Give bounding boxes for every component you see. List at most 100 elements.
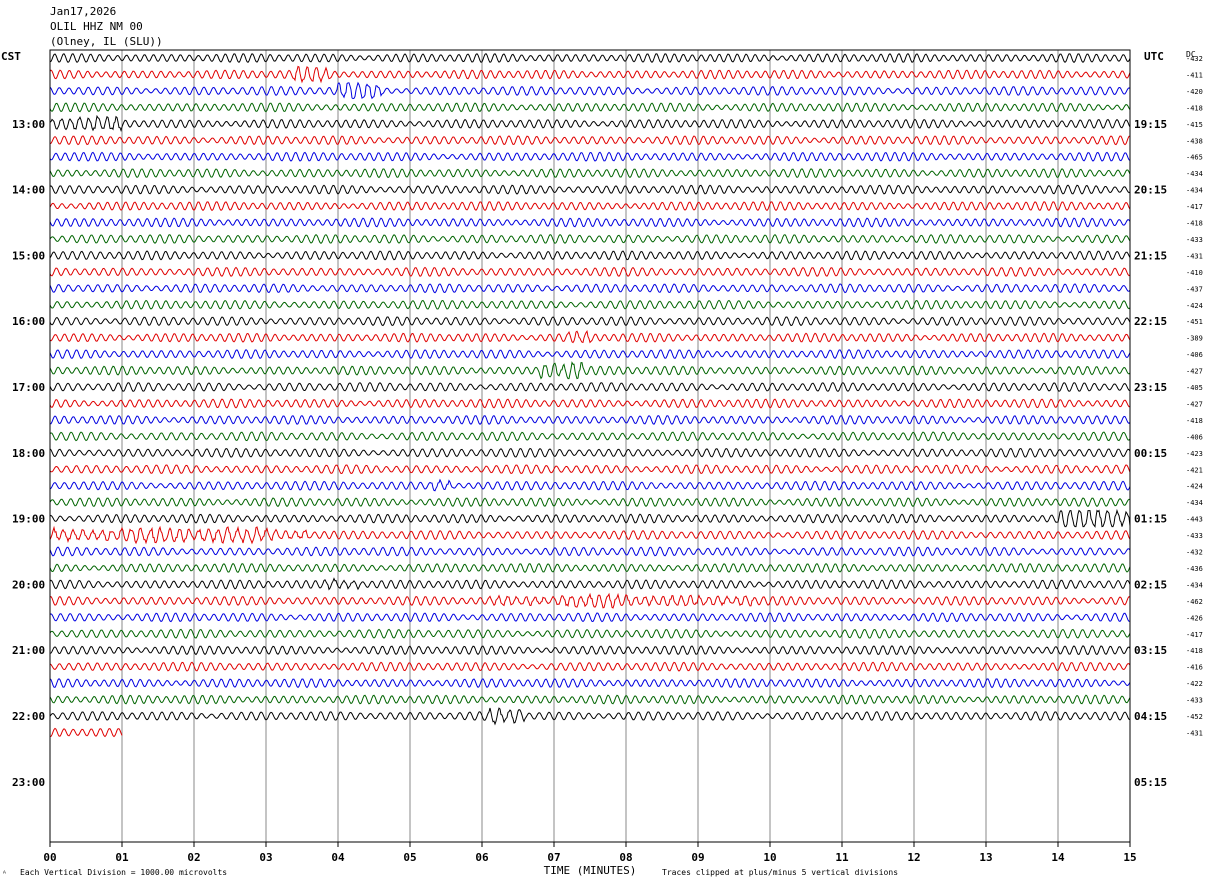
cst-hour-label: 22:00 (12, 710, 45, 723)
seismic-trace (49, 497, 1131, 508)
utc-hour-label: 19:15 (1134, 118, 1167, 131)
utc-hour-label: 03:15 (1134, 644, 1167, 657)
dc-offset-value: -427 (1186, 400, 1203, 408)
dc-offset-header: DC (1186, 50, 1196, 59)
seismic-trace (49, 628, 1131, 639)
x-tick-label: 10 (763, 851, 776, 864)
cst-hour-label: 15:00 (12, 249, 45, 262)
seismic-trace (49, 250, 1131, 261)
dc-offset-value: -451 (1186, 318, 1203, 326)
dc-offset-value: -389 (1186, 335, 1203, 343)
record-date: Jan17,2026 (50, 5, 117, 18)
clip-note: Traces clipped at plus/minus 5 vertical … (662, 868, 899, 877)
utc-hour-label: 00:15 (1134, 447, 1167, 460)
cst-hour-label: 16:00 (12, 315, 45, 328)
seismic-trace (49, 361, 1131, 380)
x-tick-label: 05 (403, 851, 416, 864)
seismic-trace (49, 151, 1131, 162)
utc-hour-label: 20:15 (1134, 184, 1167, 197)
seismic-trace (49, 381, 1131, 393)
x-tick-label: 00 (43, 851, 56, 864)
cst-hour-label: 17:00 (12, 381, 45, 394)
seismic-trace (49, 266, 1131, 277)
plot-frame (49, 49, 1131, 843)
dc-offset-value: -411 (1186, 71, 1203, 79)
dc-offset-value: -434 (1186, 170, 1203, 178)
cst-hour-label: 14:00 (12, 184, 45, 197)
x-tick-label: 03 (259, 851, 272, 864)
utc-hour-label: 02:15 (1134, 578, 1167, 591)
dc-offset-value: -433 (1186, 532, 1203, 540)
seismic-trace (49, 661, 1131, 672)
dc-offset-value: -422 (1186, 680, 1203, 688)
x-tick-label: 08 (619, 851, 632, 864)
x-tick-label: 01 (115, 851, 129, 864)
dc-offset-value: -465 (1186, 154, 1203, 162)
dc-offset-value: -432 (1186, 549, 1203, 557)
dc-offset-value: -427 (1186, 368, 1203, 376)
utc-hour-label: 04:15 (1134, 710, 1167, 723)
dc-offset-value: -437 (1186, 285, 1203, 293)
seismic-trace (49, 431, 1131, 442)
utc-hour-label: 21:15 (1134, 249, 1167, 262)
seismic-trace (49, 316, 1131, 327)
utc-hour-label: 01:15 (1134, 513, 1167, 526)
seismic-trace (49, 464, 1131, 475)
seismic-trace (49, 114, 1131, 133)
seismic-trace (50, 414, 1131, 426)
cst-hour-label: 18:00 (12, 447, 45, 460)
dc-offset-value: -424 (1186, 302, 1203, 310)
x-tick-label: 12 (907, 851, 920, 864)
seismic-trace (49, 283, 1131, 294)
right-time-zone: UTC (1144, 50, 1164, 63)
dc-offset-value: -418 (1186, 220, 1203, 228)
seismic-trace (49, 217, 1131, 228)
seismic-trace (49, 707, 1131, 726)
dc-offset-value: -434 (1186, 187, 1203, 195)
seismic-trace (49, 577, 1131, 591)
x-tick-label: 15 (1123, 851, 1136, 864)
seismic-trace (49, 233, 1131, 244)
dc-offset-value: -432 (1186, 55, 1203, 63)
seismic-trace (50, 727, 123, 738)
dc-offset-value: -417 (1186, 631, 1203, 639)
dc-offset-value: -452 (1186, 713, 1203, 721)
x-tick-label: 14 (1051, 851, 1065, 864)
x-tick-label: 02 (187, 851, 200, 864)
seismic-trace (49, 525, 1131, 545)
seismic-trace (49, 201, 1131, 212)
x-tick-label: 06 (475, 851, 489, 864)
station-code: OLIL HHZ NM 00 (50, 20, 143, 33)
dc-offset-value: -443 (1186, 516, 1203, 524)
dc-offset-value: -410 (1186, 269, 1203, 277)
dc-offset-value: -431 (1186, 729, 1203, 737)
dc-offset-value: -416 (1186, 664, 1203, 672)
dc-offset-value: -417 (1186, 203, 1203, 211)
x-tick-label: 13 (979, 851, 992, 864)
dc-offset-value: -421 (1186, 466, 1203, 474)
dc-offset-value: -426 (1186, 614, 1203, 622)
seismic-trace (49, 398, 1131, 409)
left-time-zone: CST (1, 50, 21, 63)
seismic-trace (49, 592, 1131, 609)
seismic-trace (49, 677, 1131, 689)
dc-offset-value: -415 (1186, 121, 1203, 129)
x-tick-label: 09 (691, 851, 704, 864)
seismic-trace (49, 562, 1131, 573)
dc-offset-value: -438 (1186, 137, 1203, 145)
seismic-trace (49, 478, 1131, 492)
scale-note: Each Vertical Division = 1000.00 microvo… (20, 868, 228, 877)
dc-offset-value: -418 (1186, 647, 1203, 655)
utc-hour-label: 23:15 (1134, 381, 1167, 394)
cst-hour-label: 13:00 (12, 118, 45, 131)
seismic-trace (49, 330, 1131, 344)
x-tick-label: 11 (835, 851, 849, 864)
dc-offset-value: -433 (1186, 697, 1203, 705)
seismic-trace (49, 168, 1131, 179)
x-tick-label: 07 (547, 851, 560, 864)
minute-grid (121, 50, 1059, 842)
dc-offset-value: -462 (1186, 598, 1203, 606)
utc-hour-label: 22:15 (1134, 315, 1167, 328)
seismic-trace (49, 349, 1131, 360)
